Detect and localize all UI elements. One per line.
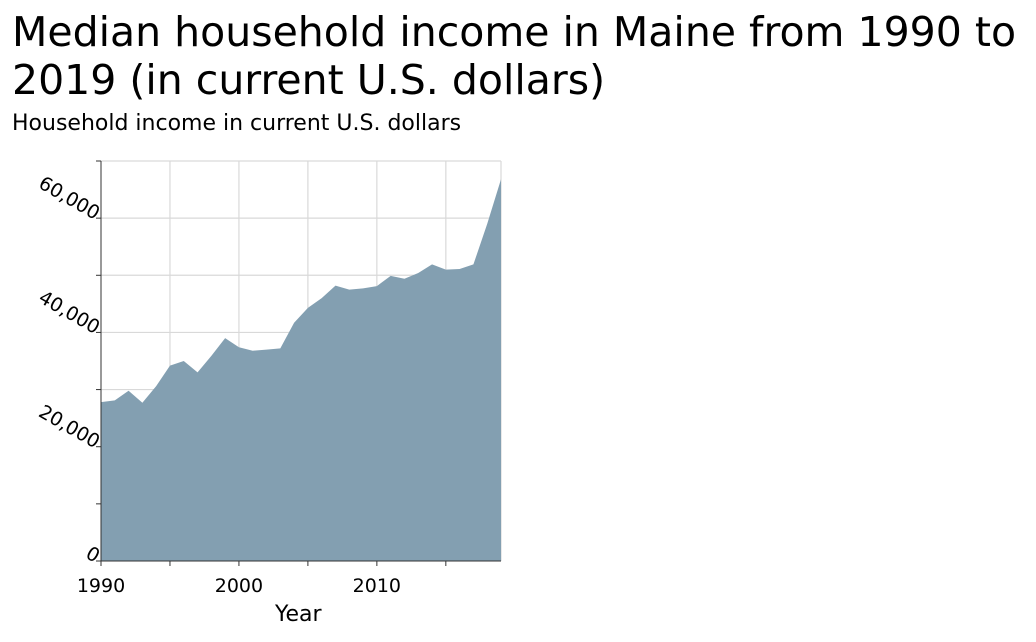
- x-tick-label: 2010: [353, 575, 401, 597]
- y-tick-label: 20,000: [35, 401, 104, 453]
- y-tick-label: 0: [82, 542, 103, 567]
- x-tick-label: 2000: [215, 575, 263, 597]
- y-tick-label: 60,000: [35, 172, 104, 224]
- x-tick-label: 1990: [77, 575, 125, 597]
- y-axis-label: Household income in current U.S. dollars: [12, 111, 462, 136]
- chart-title: Median household income in Maine from 19…: [12, 8, 1017, 104]
- axes: [96, 160, 501, 566]
- income-area: [101, 179, 501, 562]
- x-axis-label: Year: [275, 602, 322, 627]
- y-tick-label: 40,000: [35, 286, 104, 338]
